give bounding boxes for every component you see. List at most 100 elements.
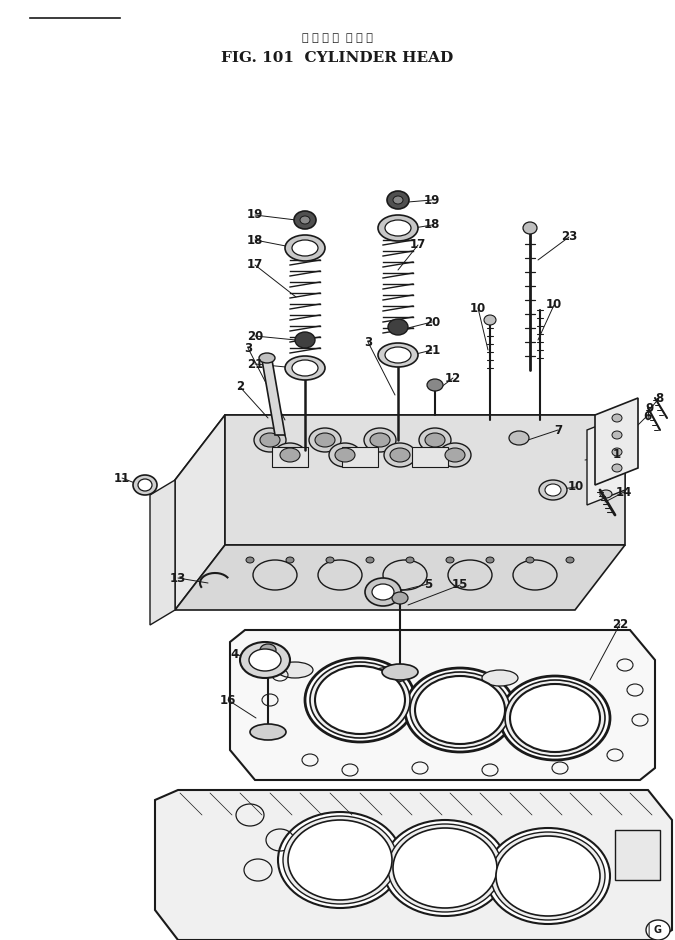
Text: 20: 20 <box>424 316 440 328</box>
Ellipse shape <box>566 557 574 563</box>
Ellipse shape <box>274 443 306 467</box>
Ellipse shape <box>439 443 471 467</box>
Ellipse shape <box>385 347 411 363</box>
Polygon shape <box>175 415 625 480</box>
Ellipse shape <box>280 448 300 462</box>
Ellipse shape <box>526 557 534 563</box>
Text: 2: 2 <box>236 381 244 394</box>
Ellipse shape <box>326 557 334 563</box>
Ellipse shape <box>600 472 612 480</box>
Bar <box>272 447 308 467</box>
Ellipse shape <box>509 431 529 445</box>
Text: 11: 11 <box>114 472 130 484</box>
Text: 19: 19 <box>424 194 440 207</box>
Ellipse shape <box>315 433 335 447</box>
Ellipse shape <box>545 484 561 496</box>
Ellipse shape <box>406 557 414 563</box>
Ellipse shape <box>372 584 394 600</box>
Ellipse shape <box>388 824 502 912</box>
Ellipse shape <box>292 240 318 256</box>
Ellipse shape <box>259 353 275 363</box>
Ellipse shape <box>366 557 374 563</box>
Ellipse shape <box>425 433 445 447</box>
Ellipse shape <box>294 211 316 229</box>
Polygon shape <box>230 630 655 780</box>
Ellipse shape <box>295 332 315 348</box>
Ellipse shape <box>415 676 505 744</box>
Ellipse shape <box>260 644 276 656</box>
Text: シ リ ン ダ  ヘ ッ ド: シ リ ン ダ ヘ ッ ド <box>302 33 373 43</box>
Ellipse shape <box>138 479 152 491</box>
Text: FIG. 101  CYLINDER HEAD: FIG. 101 CYLINDER HEAD <box>221 51 453 65</box>
Ellipse shape <box>539 480 567 500</box>
Ellipse shape <box>486 557 494 563</box>
Ellipse shape <box>378 215 418 241</box>
Text: 10: 10 <box>568 480 584 494</box>
Text: 18: 18 <box>247 233 263 246</box>
Text: 9: 9 <box>645 401 653 415</box>
Text: 3: 3 <box>364 336 372 349</box>
Text: 6: 6 <box>643 410 651 422</box>
Text: 13: 13 <box>170 572 186 585</box>
Ellipse shape <box>419 428 451 452</box>
Ellipse shape <box>382 664 418 680</box>
Ellipse shape <box>310 662 410 738</box>
Text: 22: 22 <box>612 618 628 631</box>
Bar <box>342 447 378 467</box>
Polygon shape <box>155 790 672 940</box>
Text: 21: 21 <box>247 357 263 370</box>
Text: 3: 3 <box>244 341 252 354</box>
Ellipse shape <box>505 680 605 756</box>
Ellipse shape <box>393 828 497 908</box>
Ellipse shape <box>612 448 622 456</box>
Ellipse shape <box>646 920 670 940</box>
Ellipse shape <box>496 836 600 916</box>
Ellipse shape <box>600 490 612 498</box>
Ellipse shape <box>300 216 310 224</box>
Ellipse shape <box>260 433 280 447</box>
Ellipse shape <box>370 433 390 447</box>
Ellipse shape <box>285 235 325 261</box>
Text: 7: 7 <box>554 424 562 436</box>
Text: 10: 10 <box>546 299 562 311</box>
Polygon shape <box>225 415 625 545</box>
Ellipse shape <box>388 319 408 335</box>
Ellipse shape <box>385 220 411 236</box>
Polygon shape <box>595 398 638 485</box>
Text: 17: 17 <box>247 258 263 272</box>
Ellipse shape <box>285 356 325 380</box>
Text: 12: 12 <box>445 371 461 384</box>
Text: |: | <box>646 923 650 936</box>
Ellipse shape <box>335 448 355 462</box>
Ellipse shape <box>612 414 622 422</box>
Text: 19: 19 <box>247 209 263 222</box>
Ellipse shape <box>393 196 403 204</box>
Text: 5: 5 <box>424 577 432 590</box>
Text: 8: 8 <box>655 391 663 404</box>
Ellipse shape <box>486 828 610 924</box>
Text: 1: 1 <box>613 448 621 462</box>
Ellipse shape <box>292 360 318 376</box>
Ellipse shape <box>410 672 510 748</box>
Ellipse shape <box>378 343 418 367</box>
Ellipse shape <box>277 662 313 678</box>
Ellipse shape <box>283 816 397 904</box>
Ellipse shape <box>249 649 281 671</box>
Ellipse shape <box>246 557 254 563</box>
Ellipse shape <box>600 454 612 462</box>
Ellipse shape <box>305 658 415 742</box>
Ellipse shape <box>612 464 622 472</box>
Ellipse shape <box>523 222 537 234</box>
Bar <box>412 447 448 467</box>
Ellipse shape <box>384 443 416 467</box>
Ellipse shape <box>427 379 443 391</box>
Ellipse shape <box>254 428 286 452</box>
Polygon shape <box>587 415 625 505</box>
Ellipse shape <box>365 578 401 606</box>
Ellipse shape <box>510 684 600 752</box>
Ellipse shape <box>250 724 286 740</box>
Ellipse shape <box>445 448 465 462</box>
Polygon shape <box>262 360 285 435</box>
Bar <box>615 830 660 880</box>
Text: 15: 15 <box>452 578 468 591</box>
